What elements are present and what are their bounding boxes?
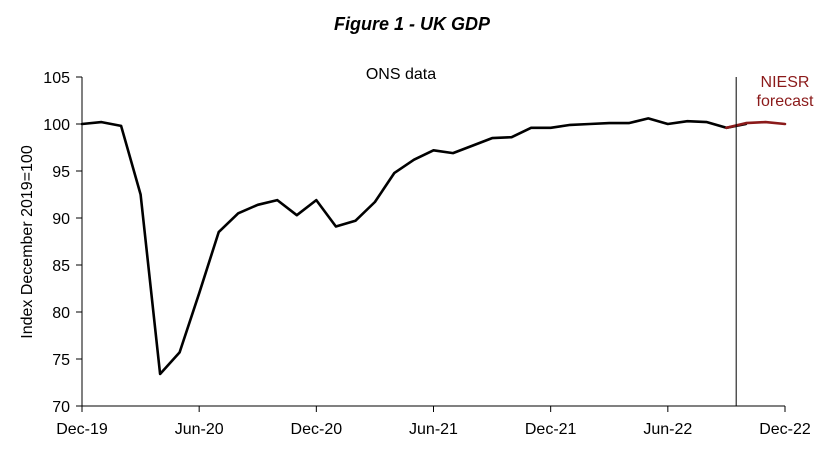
x-tick-label: Dec-22 <box>759 421 811 438</box>
x-tick-labels: Dec-19 Jun-20 Dec-20 Jun-21 Dec-21 Jun-22 Dec-… <box>56 406 811 438</box>
chart-title: Figure 1 - UK GDP <box>334 14 491 34</box>
y-tick-label: 70 <box>52 399 70 416</box>
x-tick-label: Jun-21 <box>409 421 458 438</box>
niesr-annotation-line2: forecast <box>757 93 814 110</box>
ons-gdp-line <box>80 117 748 376</box>
y-tick-label: 85 <box>52 258 70 275</box>
axes <box>81 77 785 407</box>
y-tick-label: 80 <box>52 305 70 322</box>
y-tick-labels: 70 75 80 85 90 95 100 105 <box>43 70 82 416</box>
ons-data-annotation: ONS data <box>366 66 436 83</box>
x-tick-label: Jun-22 <box>643 421 692 438</box>
niesr-forecast-line <box>725 120 787 130</box>
y-tick-label: 100 <box>43 117 70 134</box>
y-tick-label: 90 <box>52 211 70 228</box>
x-tick-label: Dec-19 <box>56 421 108 438</box>
y-tick-label: 75 <box>52 352 70 369</box>
series-lines <box>80 117 787 376</box>
y-tick-label: 95 <box>52 164 70 181</box>
x-tick-label: Dec-20 <box>291 421 343 438</box>
y-tick-label: 105 <box>43 70 70 87</box>
y-axis-label: Index December 2019=100 <box>19 145 36 339</box>
x-tick-label: Jun-20 <box>175 421 224 438</box>
niesr-annotation-line1: NIESR <box>761 74 810 91</box>
x-tick-label: Dec-21 <box>525 421 577 438</box>
